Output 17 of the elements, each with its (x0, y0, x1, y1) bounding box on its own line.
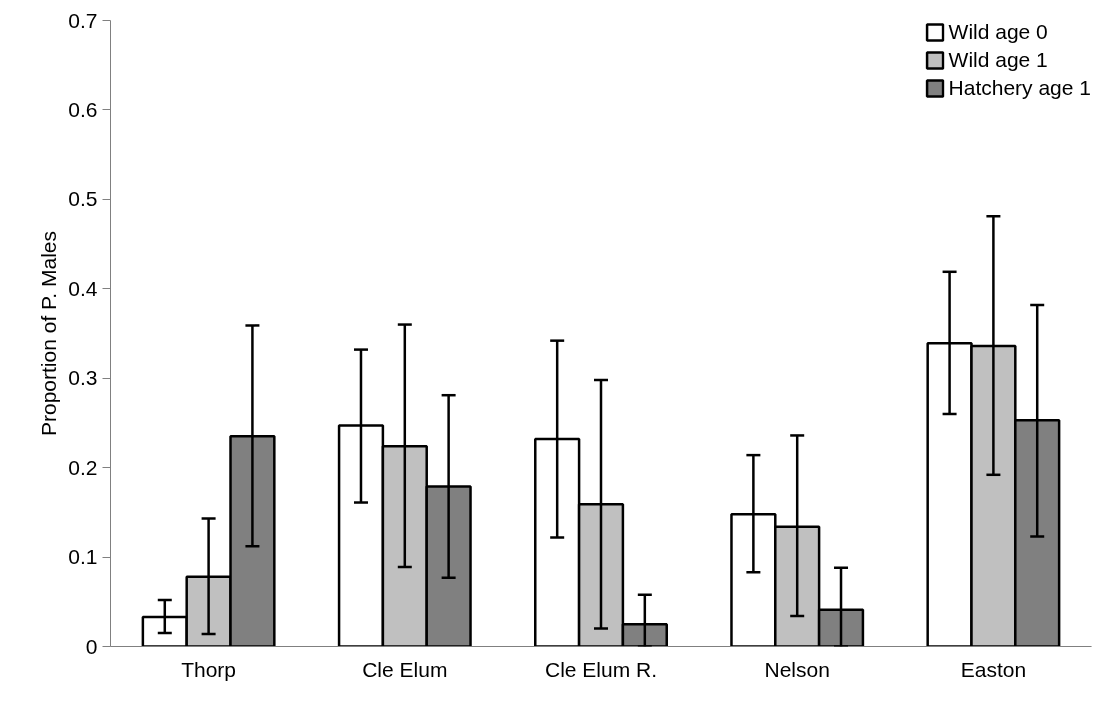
y-tick-label: 0 (85, 634, 98, 658)
y-tick-label: 0.1 (68, 545, 98, 569)
x-tick-label: Cle Elum (362, 657, 448, 681)
y-tick-label: 0.5 (68, 187, 98, 211)
x-tick-label: Easton (960, 657, 1027, 681)
legend-label: Hatchery age 1 (948, 76, 1091, 100)
x-tick-label: Thorp (181, 657, 237, 681)
x-tick-label: Nelson (764, 657, 830, 681)
y-tick-label: 0.7 (68, 8, 98, 32)
x-tick-label: Cle Elum R. (544, 657, 658, 681)
y-axis-title: Proportion of P. Males (37, 230, 61, 437)
y-tick-label: 0.6 (68, 97, 98, 121)
legend-label: Wild age 0 (948, 20, 1048, 44)
y-tick-label: 0.3 (68, 366, 98, 390)
legend-label: Wild age 1 (948, 48, 1048, 72)
y-tick-label: 0.2 (68, 455, 98, 479)
y-tick-label: 0.4 (68, 276, 98, 300)
